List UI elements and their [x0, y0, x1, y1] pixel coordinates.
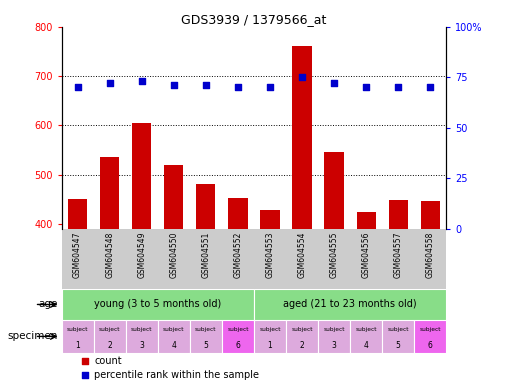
Text: percentile rank within the sample: percentile rank within the sample — [94, 370, 259, 380]
Point — [362, 84, 370, 91]
Title: GDS3939 / 1379566_at: GDS3939 / 1379566_at — [181, 13, 327, 26]
Bar — [324, 152, 344, 229]
Bar — [350, 319, 382, 353]
Text: subject: subject — [291, 326, 313, 331]
Text: 4: 4 — [364, 341, 369, 350]
Bar — [100, 157, 119, 229]
Text: 5: 5 — [396, 341, 401, 350]
Text: GSM604551: GSM604551 — [201, 232, 210, 278]
Text: 2: 2 — [300, 341, 304, 350]
Text: subject: subject — [227, 326, 249, 331]
Point — [234, 84, 242, 91]
Point — [73, 84, 82, 91]
Text: subject: subject — [420, 326, 441, 331]
Point — [426, 84, 435, 91]
Text: GSM604554: GSM604554 — [298, 232, 307, 278]
Text: GSM604558: GSM604558 — [426, 232, 435, 278]
Text: 4: 4 — [171, 341, 176, 350]
Bar — [62, 319, 93, 353]
Text: GSM604553: GSM604553 — [265, 232, 274, 278]
Bar — [254, 289, 446, 319]
Bar — [68, 199, 87, 229]
Point — [266, 84, 274, 91]
Bar — [93, 319, 126, 353]
Bar — [190, 319, 222, 353]
Text: subject: subject — [259, 326, 281, 331]
Text: subject: subject — [99, 326, 121, 331]
Point — [330, 80, 338, 86]
Bar — [389, 200, 408, 229]
Text: GSM604555: GSM604555 — [329, 232, 339, 278]
Bar — [126, 319, 158, 353]
Text: GSM604547: GSM604547 — [73, 232, 82, 278]
Bar — [260, 210, 280, 229]
Bar — [415, 319, 446, 353]
Text: 1: 1 — [268, 341, 272, 350]
Text: 1: 1 — [75, 341, 80, 350]
Text: subject: subject — [131, 326, 152, 331]
Bar — [62, 289, 254, 319]
Text: age: age — [38, 300, 57, 310]
Point — [170, 82, 178, 88]
Text: 6: 6 — [428, 341, 433, 350]
Text: subject: subject — [387, 326, 409, 331]
Bar — [421, 201, 440, 229]
Text: 2: 2 — [107, 341, 112, 350]
Bar — [318, 319, 350, 353]
Text: count: count — [94, 356, 122, 366]
Text: GSM604552: GSM604552 — [233, 232, 243, 278]
Text: subject: subject — [163, 326, 185, 331]
Bar — [222, 319, 254, 353]
Point — [106, 80, 114, 86]
Text: GSM604557: GSM604557 — [393, 232, 403, 278]
Bar — [196, 184, 215, 229]
Text: GSM604556: GSM604556 — [362, 232, 371, 278]
Text: subject: subject — [356, 326, 377, 331]
Text: young (3 to 5 months old): young (3 to 5 months old) — [94, 300, 222, 310]
Bar — [228, 198, 247, 229]
Text: subject: subject — [323, 326, 345, 331]
Text: aged (21 to 23 months old): aged (21 to 23 months old) — [283, 300, 417, 310]
Point — [394, 84, 402, 91]
Bar — [357, 212, 376, 229]
Text: specimen: specimen — [7, 331, 57, 341]
Text: GSM604548: GSM604548 — [105, 232, 114, 278]
Point — [460, 315, 468, 321]
Point — [460, 192, 468, 199]
Bar — [286, 319, 318, 353]
Bar — [132, 123, 151, 229]
Text: GSM604549: GSM604549 — [137, 232, 146, 278]
Text: GSM604550: GSM604550 — [169, 232, 179, 278]
Text: 3: 3 — [331, 341, 337, 350]
Text: subject: subject — [195, 326, 216, 331]
Text: subject: subject — [67, 326, 88, 331]
Text: 3: 3 — [139, 341, 144, 350]
Bar — [164, 165, 184, 229]
Text: 6: 6 — [235, 341, 241, 350]
Point — [298, 74, 306, 80]
Text: 5: 5 — [203, 341, 208, 350]
Bar — [292, 46, 311, 229]
Bar — [158, 319, 190, 353]
Bar — [254, 319, 286, 353]
Point — [202, 82, 210, 88]
Point — [137, 78, 146, 84]
Bar — [382, 319, 415, 353]
